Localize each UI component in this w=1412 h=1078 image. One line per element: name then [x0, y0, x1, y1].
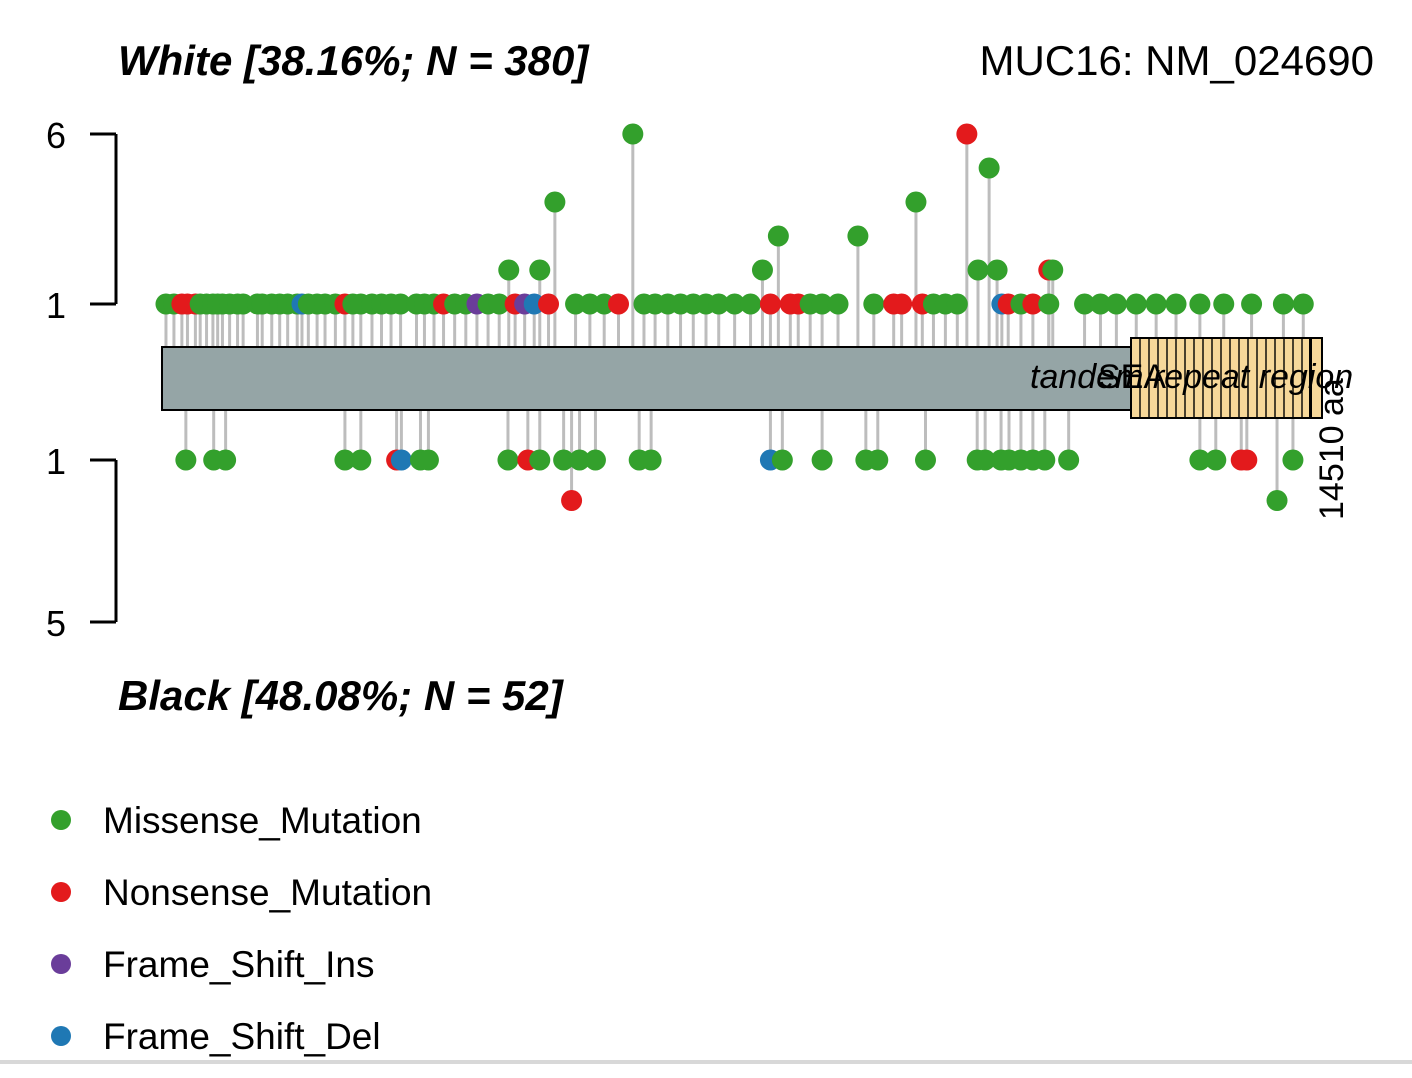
bottom-panel-title: Black [48.08%; N = 52] [118, 672, 565, 719]
top-mutation-point [390, 293, 412, 315]
top-mutation-point [529, 259, 551, 281]
legend-marker [51, 954, 71, 974]
legend-marker [51, 810, 71, 830]
gene-transcript-label: MUC16: NM_024690 [979, 37, 1374, 84]
legend-label: Missense_Mutation [103, 800, 422, 841]
legend-marker [51, 1026, 71, 1046]
top-mutation-point [1074, 293, 1096, 315]
top-mutation-point [759, 293, 781, 315]
legend-item-nonsense: Nonsense_Mutation [40, 862, 640, 934]
bottom-mutation-point [215, 449, 237, 471]
top-mutation-point [956, 123, 978, 145]
bottom-mutation-point [1236, 449, 1258, 471]
bottom-mutation-point [915, 449, 937, 471]
top-mutation-point [1272, 293, 1294, 315]
bottom-mutation-point [569, 449, 591, 471]
top-mutation-point [1105, 293, 1127, 315]
bottom-y-axis: 1 5 [46, 441, 118, 644]
bottom-mutation-point [1282, 449, 1304, 471]
bottom-mutation-point [350, 449, 372, 471]
top-mutation-point [1165, 293, 1187, 315]
top-mutation-point [986, 259, 1008, 281]
bottom-mutation-point [561, 490, 583, 511]
top-mutation-point [538, 293, 560, 315]
top-mutation-point [891, 293, 913, 315]
window-bottom-edge [0, 1060, 1412, 1064]
legend-item-frame-shift-ins: Frame_Shift_Ins [40, 934, 640, 1006]
top-mutation-point [1042, 259, 1064, 281]
top-mutation-point [1022, 293, 1044, 315]
bottom-mutation-point [640, 449, 662, 471]
top-mutation-point [1125, 293, 1147, 315]
top-mutation-point [544, 191, 566, 213]
top-mutation-point [608, 293, 630, 315]
top-mutation-point [622, 123, 644, 145]
domain-label: tandem repeat region [1030, 358, 1353, 396]
top-mutation-point [1038, 293, 1060, 315]
bottom-mutation-point [1034, 449, 1056, 471]
top-mutation-point [811, 293, 833, 315]
legend-item-frame-shift-del: Frame_Shift_Del [40, 1006, 640, 1078]
top-mutation-point [1189, 293, 1211, 315]
top-mutation-point [978, 157, 1000, 179]
top-mutation-point [1145, 293, 1167, 315]
top-ytick-label: 6 [46, 115, 66, 156]
bottom-mutation-point [584, 449, 606, 471]
top-mutation-point [767, 225, 789, 247]
top-mutation-point [827, 293, 849, 315]
bottom-mutation-point [974, 449, 996, 471]
lollipop-plot: White [38.16%; N = 380] MUC16: NM_024690… [46, 37, 1374, 719]
bottom-mutation-point [529, 449, 551, 471]
top-mutation-point [498, 259, 520, 281]
protein-length-label: 14510 aa [1313, 378, 1351, 520]
top-mutation-point [724, 293, 746, 315]
top-mutation-point [708, 293, 730, 315]
domain-sea [1310, 337, 1323, 419]
legend-marker [51, 882, 71, 902]
protein-backbone [161, 346, 1317, 411]
bottom-mutation-point [1205, 449, 1227, 471]
top-mutation-point [847, 225, 869, 247]
bottom-mutation-point [334, 449, 356, 471]
top-mutation-point [488, 293, 510, 315]
bottom-mutation-point [1189, 449, 1211, 471]
top-mutation-point [1089, 293, 1111, 315]
legend: Missense_Mutation Nonsense_Mutation Fram… [40, 790, 640, 1078]
top-y-axis: 6 1 [46, 115, 118, 326]
top-panel-title: White [38.16%; N = 380] [118, 37, 590, 84]
bottom-mutation-point [497, 449, 519, 471]
bottom-ytick-label: 5 [46, 603, 66, 644]
legend-item-missense: Missense_Mutation [40, 790, 640, 862]
top-mutation-point [740, 293, 762, 315]
top-mutation-point [946, 293, 968, 315]
top-mutation-point [863, 293, 885, 315]
bottom-mutation-point [1058, 449, 1080, 471]
top-mutation-point [1241, 293, 1263, 315]
legend-label: Frame_Shift_Del [103, 1016, 381, 1057]
domain-label: SEA [1098, 358, 1166, 396]
legend-label: Frame_Shift_Ins [103, 944, 375, 985]
legend-label: Nonsense_Mutation [103, 872, 433, 913]
bottom-mutation-point [811, 449, 833, 471]
bottom-mutation-point [417, 449, 439, 471]
bottom-mutation-point [175, 449, 197, 471]
bottom-ytick-label: 1 [46, 441, 66, 482]
top-ytick-label: 1 [46, 285, 66, 326]
top-mutation-point [905, 191, 927, 213]
top-mutation-point [967, 259, 989, 281]
top-mutation-point [751, 259, 773, 281]
bottom-mutation-point [1266, 490, 1288, 511]
top-mutation-point [1292, 293, 1314, 315]
bottom-mutation-point [553, 449, 575, 471]
bottom-mutation-point [867, 449, 889, 471]
top-mutation-point [1213, 293, 1235, 315]
bottom-mutation-point [771, 449, 793, 471]
bottom-mutation-point [390, 449, 412, 471]
